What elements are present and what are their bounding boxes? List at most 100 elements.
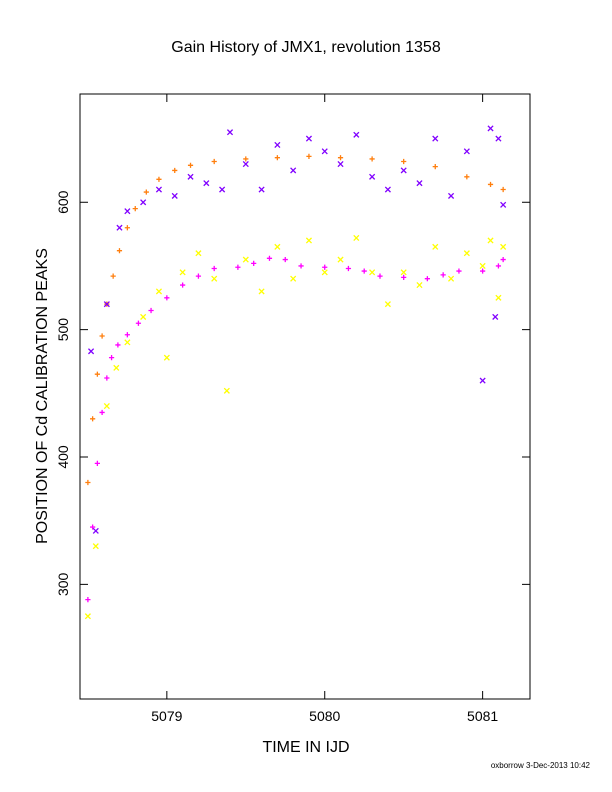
data-point	[487, 237, 494, 244]
data-point	[298, 263, 304, 269]
data-point	[195, 273, 202, 279]
data-point	[322, 264, 328, 270]
data-point	[104, 375, 110, 381]
axis-ticks: 5079 5080 5081 300 400 500 600	[55, 94, 530, 724]
data-point	[108, 355, 115, 361]
data-point	[171, 192, 178, 199]
chart-title: Gain History of JMX1, revolution 1358	[171, 39, 441, 56]
data-point	[345, 265, 352, 272]
data-point	[135, 320, 142, 326]
data-point	[110, 273, 116, 279]
data-point	[124, 208, 131, 215]
data-point	[500, 201, 507, 208]
data-point	[211, 275, 218, 282]
data-point	[282, 256, 288, 263]
data-point	[401, 158, 407, 165]
data-point	[124, 332, 130, 338]
data-point	[432, 243, 439, 250]
data-point	[400, 167, 407, 174]
data-point	[242, 256, 249, 263]
data-point	[306, 153, 312, 160]
y-tick-label: 500	[55, 318, 71, 342]
data-point	[87, 348, 95, 355]
data-point	[274, 155, 280, 161]
data-point	[416, 281, 423, 289]
data-point	[124, 225, 130, 231]
data-point	[377, 273, 383, 279]
data-point	[266, 255, 273, 261]
y-tick-label: 400	[55, 445, 71, 469]
data-point	[140, 199, 147, 206]
data-point	[187, 173, 194, 180]
data-point	[143, 189, 149, 195]
series-0	[85, 153, 506, 486]
data-point	[479, 377, 486, 384]
data-point	[92, 543, 99, 550]
data-point	[353, 131, 360, 138]
series-2	[87, 125, 507, 534]
data-point	[94, 371, 100, 377]
data-point	[211, 158, 217, 165]
data-point	[337, 160, 344, 168]
data-point	[440, 272, 446, 278]
y-tick-label: 300	[55, 572, 71, 596]
data-point	[103, 402, 110, 410]
data-point	[243, 156, 249, 162]
data-point	[124, 339, 131, 346]
data-point	[115, 342, 121, 348]
data-point	[258, 288, 265, 295]
data-point	[163, 354, 170, 361]
data-point	[99, 409, 105, 416]
data-point	[187, 162, 194, 168]
y-axis-label: POSITION OF Cd CALIBRATION PEAKS	[34, 248, 51, 544]
data-point	[400, 269, 407, 276]
data-point	[447, 192, 455, 199]
plot-frame	[79, 93, 531, 700]
data-point	[416, 180, 423, 187]
data-point	[90, 524, 96, 530]
x-tick-label: 5080	[309, 708, 340, 724]
data-point	[424, 276, 430, 282]
footer-credit: oxborrow 3-Dec-2013 10:42	[491, 761, 591, 770]
data-point	[463, 250, 470, 257]
data-point	[92, 527, 99, 534]
data-point	[203, 180, 210, 187]
data-point	[401, 274, 407, 281]
data-point	[464, 174, 470, 180]
data-point	[258, 186, 265, 193]
y-tick-label: 600	[55, 190, 71, 214]
series-1	[85, 255, 506, 603]
data-point	[172, 167, 178, 174]
data-point	[235, 264, 241, 270]
data-point	[179, 269, 186, 276]
data-point	[369, 173, 376, 180]
data-point	[274, 141, 281, 149]
data-point	[369, 269, 376, 276]
data-point	[369, 156, 375, 162]
data-point	[384, 186, 391, 193]
data-point	[116, 224, 123, 231]
data-point	[85, 597, 91, 603]
data-point	[337, 256, 344, 263]
data-point	[274, 243, 281, 250]
data-point	[290, 275, 297, 282]
data-point	[463, 148, 470, 155]
data-point	[487, 181, 494, 188]
data-point	[226, 129, 234, 136]
data-point	[492, 313, 499, 320]
series-3	[84, 234, 507, 620]
data-point	[90, 416, 96, 422]
data-point	[495, 294, 502, 301]
data-point	[103, 301, 110, 308]
data-point	[447, 275, 455, 282]
data-point	[251, 260, 257, 266]
data-point	[116, 248, 123, 254]
data-point	[495, 263, 502, 269]
data-point	[321, 269, 328, 276]
data-point	[132, 206, 138, 212]
x-axis-label: TIME IN IJD	[262, 739, 349, 756]
data-point	[164, 295, 170, 301]
data-point	[85, 479, 91, 486]
data-point	[242, 160, 249, 168]
